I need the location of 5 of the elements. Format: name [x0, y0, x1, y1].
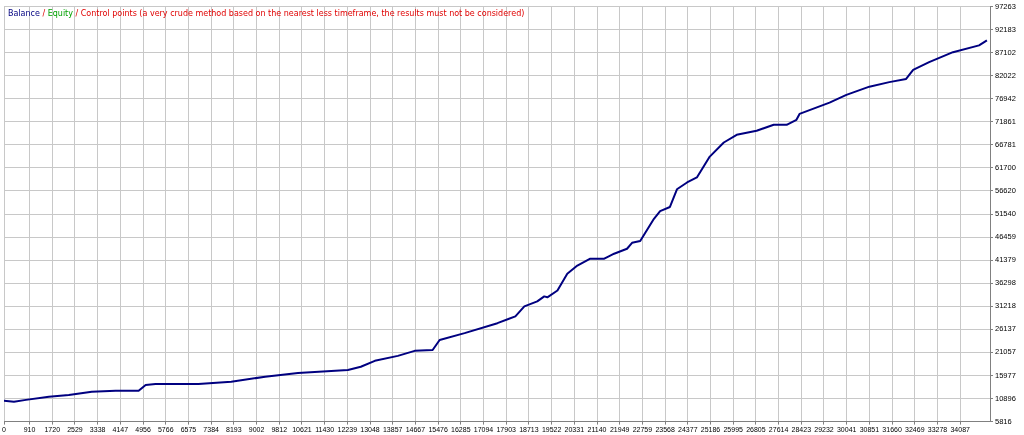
annotation: Control points (a very crude method based on the nearest less timeframe, the results must not be considered)	[80, 8, 525, 18]
annotation: /	[42, 8, 46, 18]
annotation: /	[75, 8, 79, 18]
text: Balance	[8, 8, 40, 18]
annotation: Equity	[47, 8, 74, 18]
